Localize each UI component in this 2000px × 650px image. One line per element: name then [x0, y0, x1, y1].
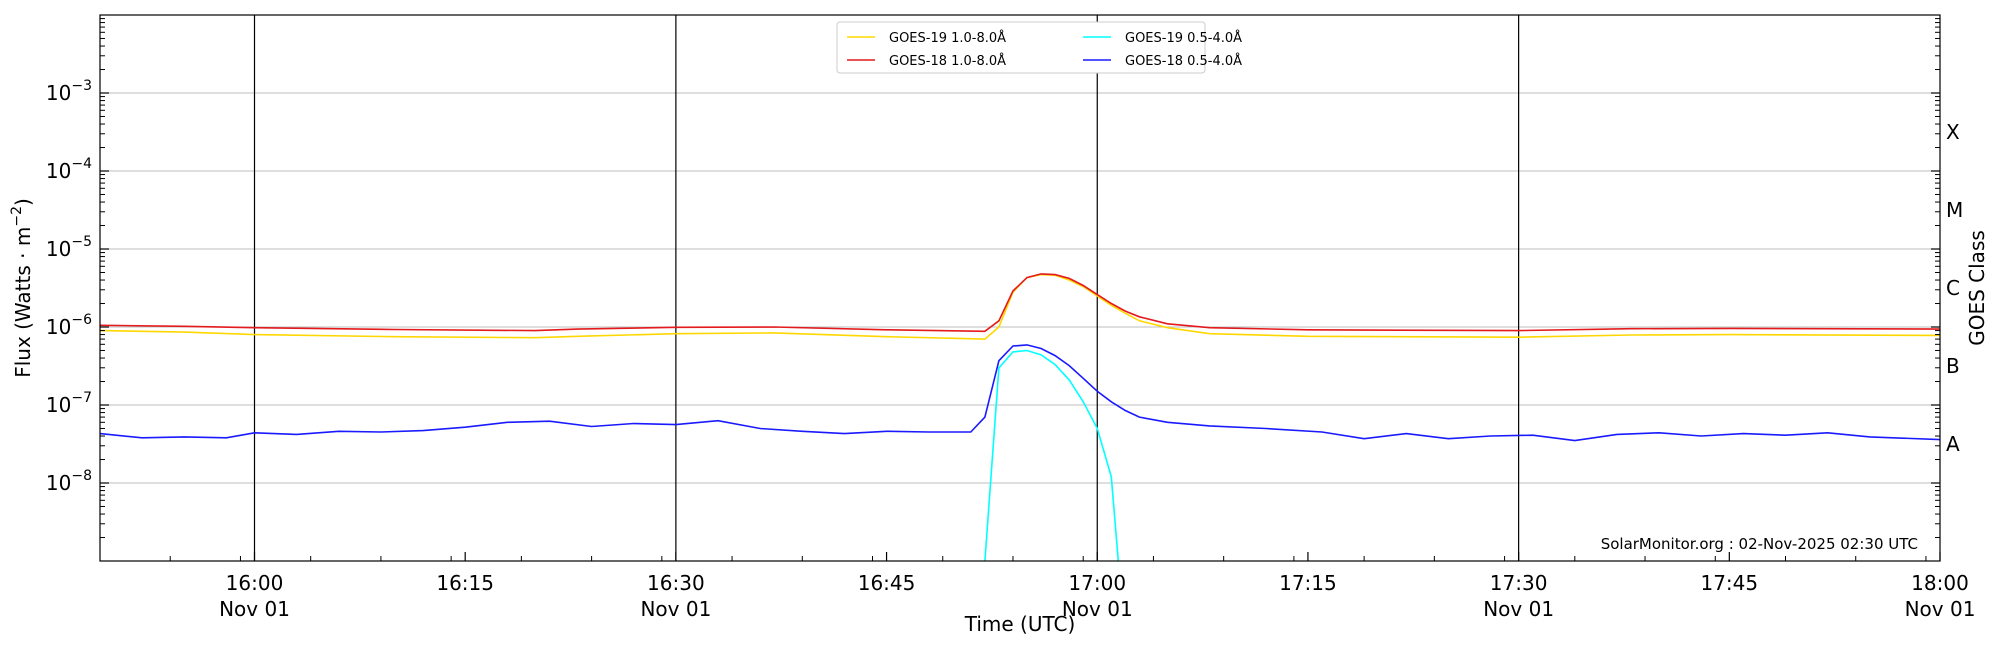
grid — [100, 92, 1940, 484]
goes-class-label: A — [1946, 432, 1960, 456]
x-tick-label: 17:30 — [1490, 571, 1548, 595]
goes-class-labels: X M C B A — [1946, 120, 1963, 456]
legend-label: GOES-19 1.0-8.0Å — [889, 30, 1006, 46]
x-tick-label: 16:00 — [226, 571, 284, 595]
series-line-2 — [100, 273, 1940, 333]
day-time-markers — [253, 15, 1520, 561]
goes-class-label: C — [1946, 276, 1960, 300]
legend-box — [836, 21, 1206, 74]
x-tick-label: 16:45 — [858, 571, 916, 595]
y-tick-label: 10−8 — [46, 468, 92, 495]
y-tick-label: 10−4 — [46, 156, 92, 183]
plot-frame — [99, 14, 1941, 562]
goes-class-label: M — [1946, 198, 1963, 222]
legend: GOES-19 1.0-8.0Å GOES-18 1.0-8.0Å GOES-19 … — [836, 21, 1242, 74]
series-line-3 — [984, 349, 1120, 561]
series-lines — [100, 273, 1940, 561]
y-axis-title: Flux (Watts · m−2) — [9, 198, 35, 378]
x-tick-date-label: Nov 01 — [1483, 597, 1554, 621]
legend-label: GOES-18 0.5-4.0Å — [1125, 53, 1242, 69]
x-tick-date-label: Nov 01 — [1905, 597, 1976, 621]
series-line-4 — [100, 344, 1940, 442]
x-tick-label: 16:30 — [647, 571, 705, 595]
legend-label: GOES-19 0.5-4.0Å — [1125, 30, 1242, 46]
goes-class-label: X — [1946, 120, 1960, 144]
x-tick-date-label: Nov 01 — [640, 597, 711, 621]
x-tick-date-label: Nov 01 — [1062, 597, 1133, 621]
y-tick-label: 10−6 — [46, 312, 92, 339]
x-tick-label: 17:45 — [1700, 571, 1758, 595]
y-tick-label: 10−3 — [46, 78, 92, 105]
legend-label: GOES-18 1.0-8.0Å — [889, 53, 1006, 69]
x-tick-label: 18:00 — [1911, 571, 1969, 595]
y2-axis-title: GOES Class — [1965, 230, 1989, 346]
y-axis-ticks: 10−3 10−4 10−5 10−6 10−7 10−8 — [46, 18, 1940, 539]
watermark-text: SolarMonitor.org : 02-Nov-2025 02:30 UTC — [1601, 535, 1918, 553]
y-tick-label: 10−5 — [46, 234, 92, 261]
x-tick-label: 16:15 — [436, 571, 494, 595]
x-tick-label: 17:15 — [1279, 571, 1337, 595]
x-tick-label: 17:00 — [1068, 571, 1126, 595]
goes-class-label: B — [1946, 354, 1960, 378]
x-axis-title: Time (UTC) — [964, 612, 1076, 636]
x-tick-date-label: Nov 01 — [219, 597, 290, 621]
y-tick-label: 10−7 — [46, 390, 92, 417]
